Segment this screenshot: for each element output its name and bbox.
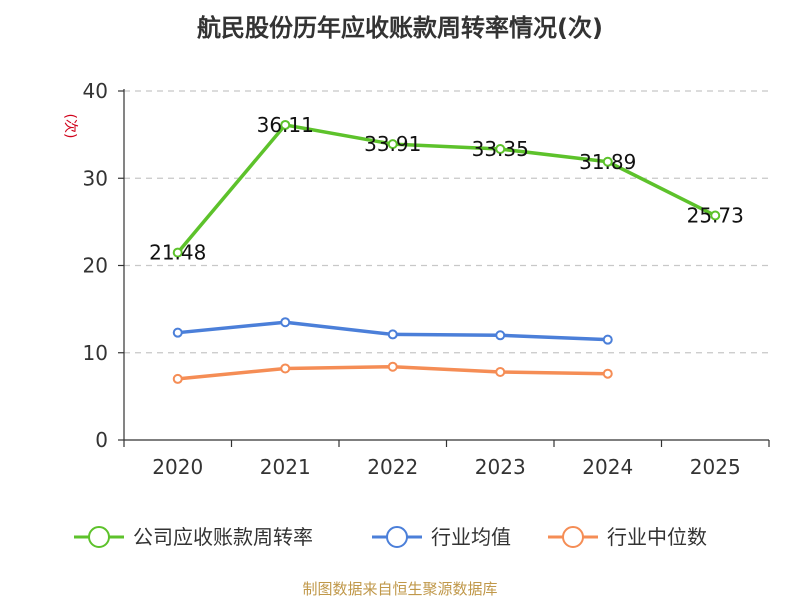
data-label: 25.73 — [687, 204, 744, 228]
y-tick-label: 30 — [83, 166, 108, 190]
y-tick-label: 10 — [83, 341, 108, 365]
data-point — [280, 119, 291, 130]
legend-marker — [386, 526, 408, 548]
data-point — [602, 368, 613, 379]
data-label: 33.91 — [364, 132, 421, 156]
legend-marker — [562, 526, 584, 548]
x-tick-label: 2021 — [260, 455, 311, 479]
y-tick-label: 40 — [83, 79, 108, 103]
data-point — [387, 329, 398, 340]
data-label: 21.48 — [149, 241, 206, 265]
x-tick-label: 2022 — [367, 455, 418, 479]
y-tick-label: 0 — [95, 428, 108, 452]
data-label: 36.11 — [257, 113, 314, 137]
data-point — [602, 156, 613, 167]
data-point — [172, 327, 183, 338]
data-point — [602, 334, 613, 345]
data-point — [280, 317, 291, 328]
data-point — [387, 139, 398, 150]
x-tick-label: 2020 — [152, 455, 203, 479]
y-axis-unit-label: (次) — [62, 114, 78, 139]
legend-marker — [88, 526, 110, 548]
legend-label: 行业均值 — [431, 525, 511, 549]
data-point — [495, 330, 506, 341]
data-source-note: 制图数据来自恒生聚源数据库 — [302, 580, 498, 598]
data-point — [710, 210, 721, 221]
chart-title: 航民股份历年应收账款周转率情况(次) — [197, 14, 603, 42]
data-point — [172, 373, 183, 384]
legend-label: 行业中位数 — [607, 525, 707, 549]
data-label: 31.89 — [579, 150, 636, 174]
x-tick-label: 2024 — [582, 455, 633, 479]
data-point — [495, 366, 506, 377]
series-line — [176, 123, 717, 255]
data-label: 33.35 — [472, 137, 529, 161]
y-tick-label: 20 — [83, 254, 108, 278]
legend-label: 公司应收账款周转率 — [133, 525, 313, 549]
x-tick-label: 2023 — [475, 455, 526, 479]
x-tick-label: 2025 — [690, 455, 741, 479]
data-point — [387, 361, 398, 372]
data-point — [280, 363, 291, 374]
data-point — [495, 144, 506, 155]
data-point — [172, 247, 183, 258]
